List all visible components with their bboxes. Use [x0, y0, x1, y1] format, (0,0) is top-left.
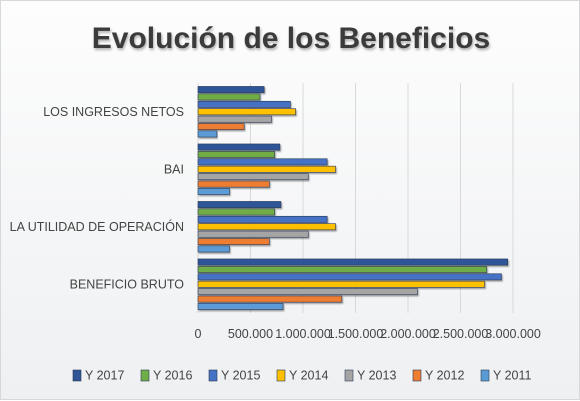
bar — [197, 266, 488, 273]
bar — [197, 151, 275, 158]
x-tick-label: 500.000 — [228, 327, 273, 341]
bar — [197, 273, 502, 281]
bar — [197, 115, 272, 123]
legend-swatch — [344, 369, 354, 382]
bar — [197, 86, 265, 93]
bar — [197, 280, 485, 288]
legend-swatch — [480, 369, 490, 382]
legend-label: Y 2012 — [425, 369, 464, 383]
bar — [197, 173, 309, 181]
bar — [197, 188, 230, 195]
category-label: BENEFICIO BRUTO — [70, 277, 185, 291]
x-tick-label: 1.000.000 — [275, 327, 331, 341]
x-tick-label: 1.500.000 — [328, 327, 384, 341]
bar — [197, 100, 291, 108]
bar — [197, 295, 343, 303]
x-tick-label: 2.500.000 — [433, 327, 489, 341]
legend-swatch — [208, 369, 218, 382]
legend-label: Y 2011 — [493, 369, 532, 383]
bar — [197, 245, 230, 253]
legend-swatch — [72, 369, 82, 382]
bar — [197, 165, 336, 173]
bar — [197, 303, 284, 310]
bar — [197, 215, 328, 223]
category-labels: BENEFICIO BRUTO LA UTILIDAD DE OPERACIÓN B… — [10, 105, 185, 292]
legend-label: Y 2016 — [153, 369, 192, 383]
x-tick-label: 2.000.000 — [380, 327, 436, 341]
bar — [197, 180, 270, 188]
bar — [197, 130, 218, 138]
x-tick-labels: 0 500.000 1.000.0001.500.0002.000.0002.500… — [195, 327, 541, 341]
legend: Y 2017 Y 2016 Y 2015 Y 2014 Y 2013 Y 2012 Y 20… — [72, 369, 532, 383]
x-tick-label: 3.000.000 — [485, 327, 541, 341]
bar — [197, 201, 282, 208]
bar — [197, 158, 328, 166]
bars — [197, 86, 509, 310]
x-tick-label: 0 — [195, 327, 202, 341]
bar — [197, 223, 336, 231]
legend-label: Y 2014 — [289, 369, 328, 383]
legend-swatch — [412, 369, 422, 382]
category-label: BAI — [164, 162, 184, 176]
bar — [197, 258, 509, 266]
bar — [197, 123, 245, 130]
bar — [197, 143, 281, 151]
legend-label: Y 2017 — [85, 369, 124, 383]
legend-swatch — [276, 369, 286, 382]
bar — [197, 230, 309, 238]
bar — [197, 288, 418, 296]
bar — [197, 93, 261, 101]
chart-title: Evolución de los Beneficios — [92, 22, 490, 55]
category-label: LOS INGRESOS NETOS — [43, 105, 184, 119]
bar — [197, 238, 270, 245]
legend-label: Y 2015 — [221, 369, 260, 383]
bar — [197, 208, 275, 216]
legend-swatch — [140, 369, 150, 382]
bar — [197, 108, 296, 116]
category-label: LA UTILIDAD DE OPERACIÓN — [10, 219, 184, 234]
legend-label: Y 2013 — [357, 369, 396, 383]
